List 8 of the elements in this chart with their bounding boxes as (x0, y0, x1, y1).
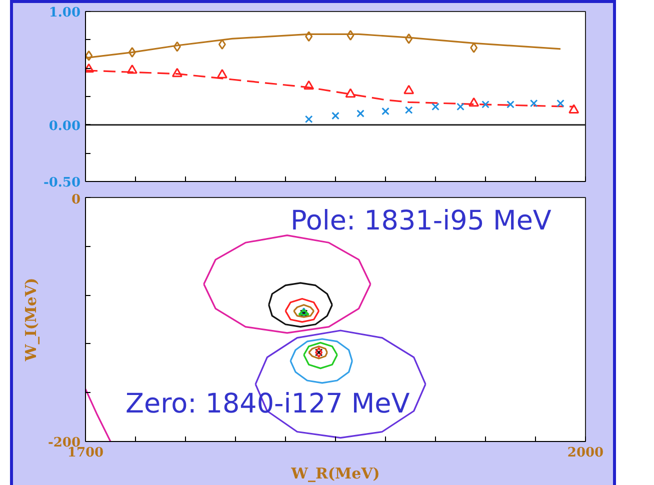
y-tick-label: 0 (71, 192, 80, 208)
annotation: Pole: 1831-i95 MeV (290, 206, 552, 236)
y-axis-title: W_I(MeV) (22, 278, 40, 362)
y-tick-label: 1.00 (48, 6, 81, 20)
y-tick-label: 0.00 (48, 118, 81, 134)
x-axis-title: W_R(MeV) (290, 464, 380, 482)
y-tick-label: -0.50 (43, 176, 81, 190)
x-tick-label: 2000 (567, 446, 604, 460)
